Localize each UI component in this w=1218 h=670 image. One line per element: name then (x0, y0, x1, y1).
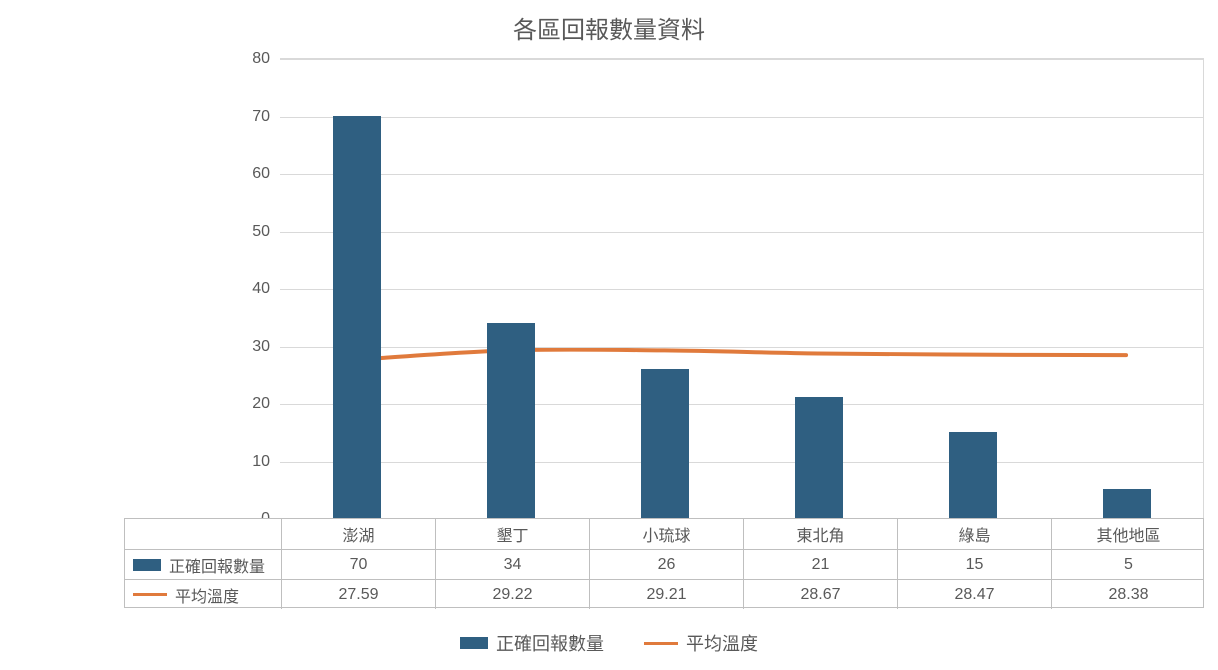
y-tick-label: 50 (230, 223, 270, 241)
bar (795, 397, 843, 518)
gridline (280, 117, 1203, 118)
data-table-cell: 29.21 (589, 580, 743, 609)
combo-chart: 各區回報數量資料 01020304050607080澎湖墾丁小琉球東北角綠島其他… (0, 0, 1218, 670)
bar (1103, 489, 1151, 518)
data-table-cell: 21 (743, 550, 897, 579)
legend-item: 平均溫度 (644, 630, 758, 656)
bar (487, 323, 535, 519)
legend-item: 正確回報數量 (460, 630, 604, 656)
data-table-row: 平均溫度 27.5929.2229.2128.6728.4728.38 (125, 579, 1203, 609)
line-swatch-icon (133, 593, 167, 596)
data-table-cell: 70 (281, 550, 435, 579)
bar (333, 116, 381, 519)
plot-area: 01020304050607080澎湖墾丁小琉球東北角綠島其他地區 (280, 58, 1204, 518)
gridline (280, 174, 1203, 175)
gridline (280, 289, 1203, 290)
data-table-row-label: 平均溫度 (125, 580, 281, 609)
y-tick-label: 30 (230, 338, 270, 356)
data-table-header-cell: 澎湖 (281, 519, 435, 549)
chart-title: 各區回報數量資料 (0, 10, 1218, 45)
data-table: 澎湖墾丁小琉球東北角綠島其他地區正確回報數量 70342621155 平均溫度 27.… (124, 518, 1204, 608)
gridline (280, 232, 1203, 233)
y-tick-label: 80 (230, 50, 270, 68)
data-table-header-cell: 其他地區 (1051, 519, 1205, 549)
y-tick-label: 70 (230, 108, 270, 126)
y-tick-label: 10 (230, 453, 270, 471)
y-tick-label: 20 (230, 395, 270, 413)
gridline (280, 404, 1203, 405)
data-table-cell: 28.47 (897, 580, 1051, 609)
legend-label: 平均溫度 (686, 630, 758, 656)
y-tick-label: 40 (230, 280, 270, 298)
gridline (280, 59, 1203, 60)
data-table-header-cell: 墾丁 (435, 519, 589, 549)
legend: 正確回報數量 平均溫度 (0, 630, 1218, 656)
y-tick-label: 60 (230, 165, 270, 183)
data-table-cell: 34 (435, 550, 589, 579)
data-table-cell: 26 (589, 550, 743, 579)
trend-line (357, 350, 1126, 360)
gridline (280, 347, 1203, 348)
gridline (280, 462, 1203, 463)
data-table-cell: 27.59 (281, 580, 435, 609)
data-table-header-cell: 小琉球 (589, 519, 743, 549)
data-table-header-cell: 綠島 (897, 519, 1051, 549)
data-table-header: 澎湖墾丁小琉球東北角綠島其他地區 (125, 519, 1203, 549)
bar (949, 432, 997, 518)
data-table-cell: 28.67 (743, 580, 897, 609)
data-table-row-label-text: 平均溫度 (175, 583, 239, 607)
line-swatch-icon (644, 642, 678, 645)
bar (641, 369, 689, 519)
data-table-row-label-text: 正確回報數量 (169, 553, 265, 577)
data-table-cell: 5 (1051, 550, 1205, 579)
bar-swatch-icon (133, 559, 161, 571)
data-table-cell: 28.38 (1051, 580, 1205, 609)
data-table-cell: 15 (897, 550, 1051, 579)
data-table-header-cell: 東北角 (743, 519, 897, 549)
legend-label: 正確回報數量 (496, 630, 604, 656)
data-table-cell: 29.22 (435, 580, 589, 609)
bar-swatch-icon (460, 637, 488, 649)
data-table-row: 正確回報數量 70342621155 (125, 549, 1203, 579)
data-table-row-label: 正確回報數量 (125, 550, 281, 579)
